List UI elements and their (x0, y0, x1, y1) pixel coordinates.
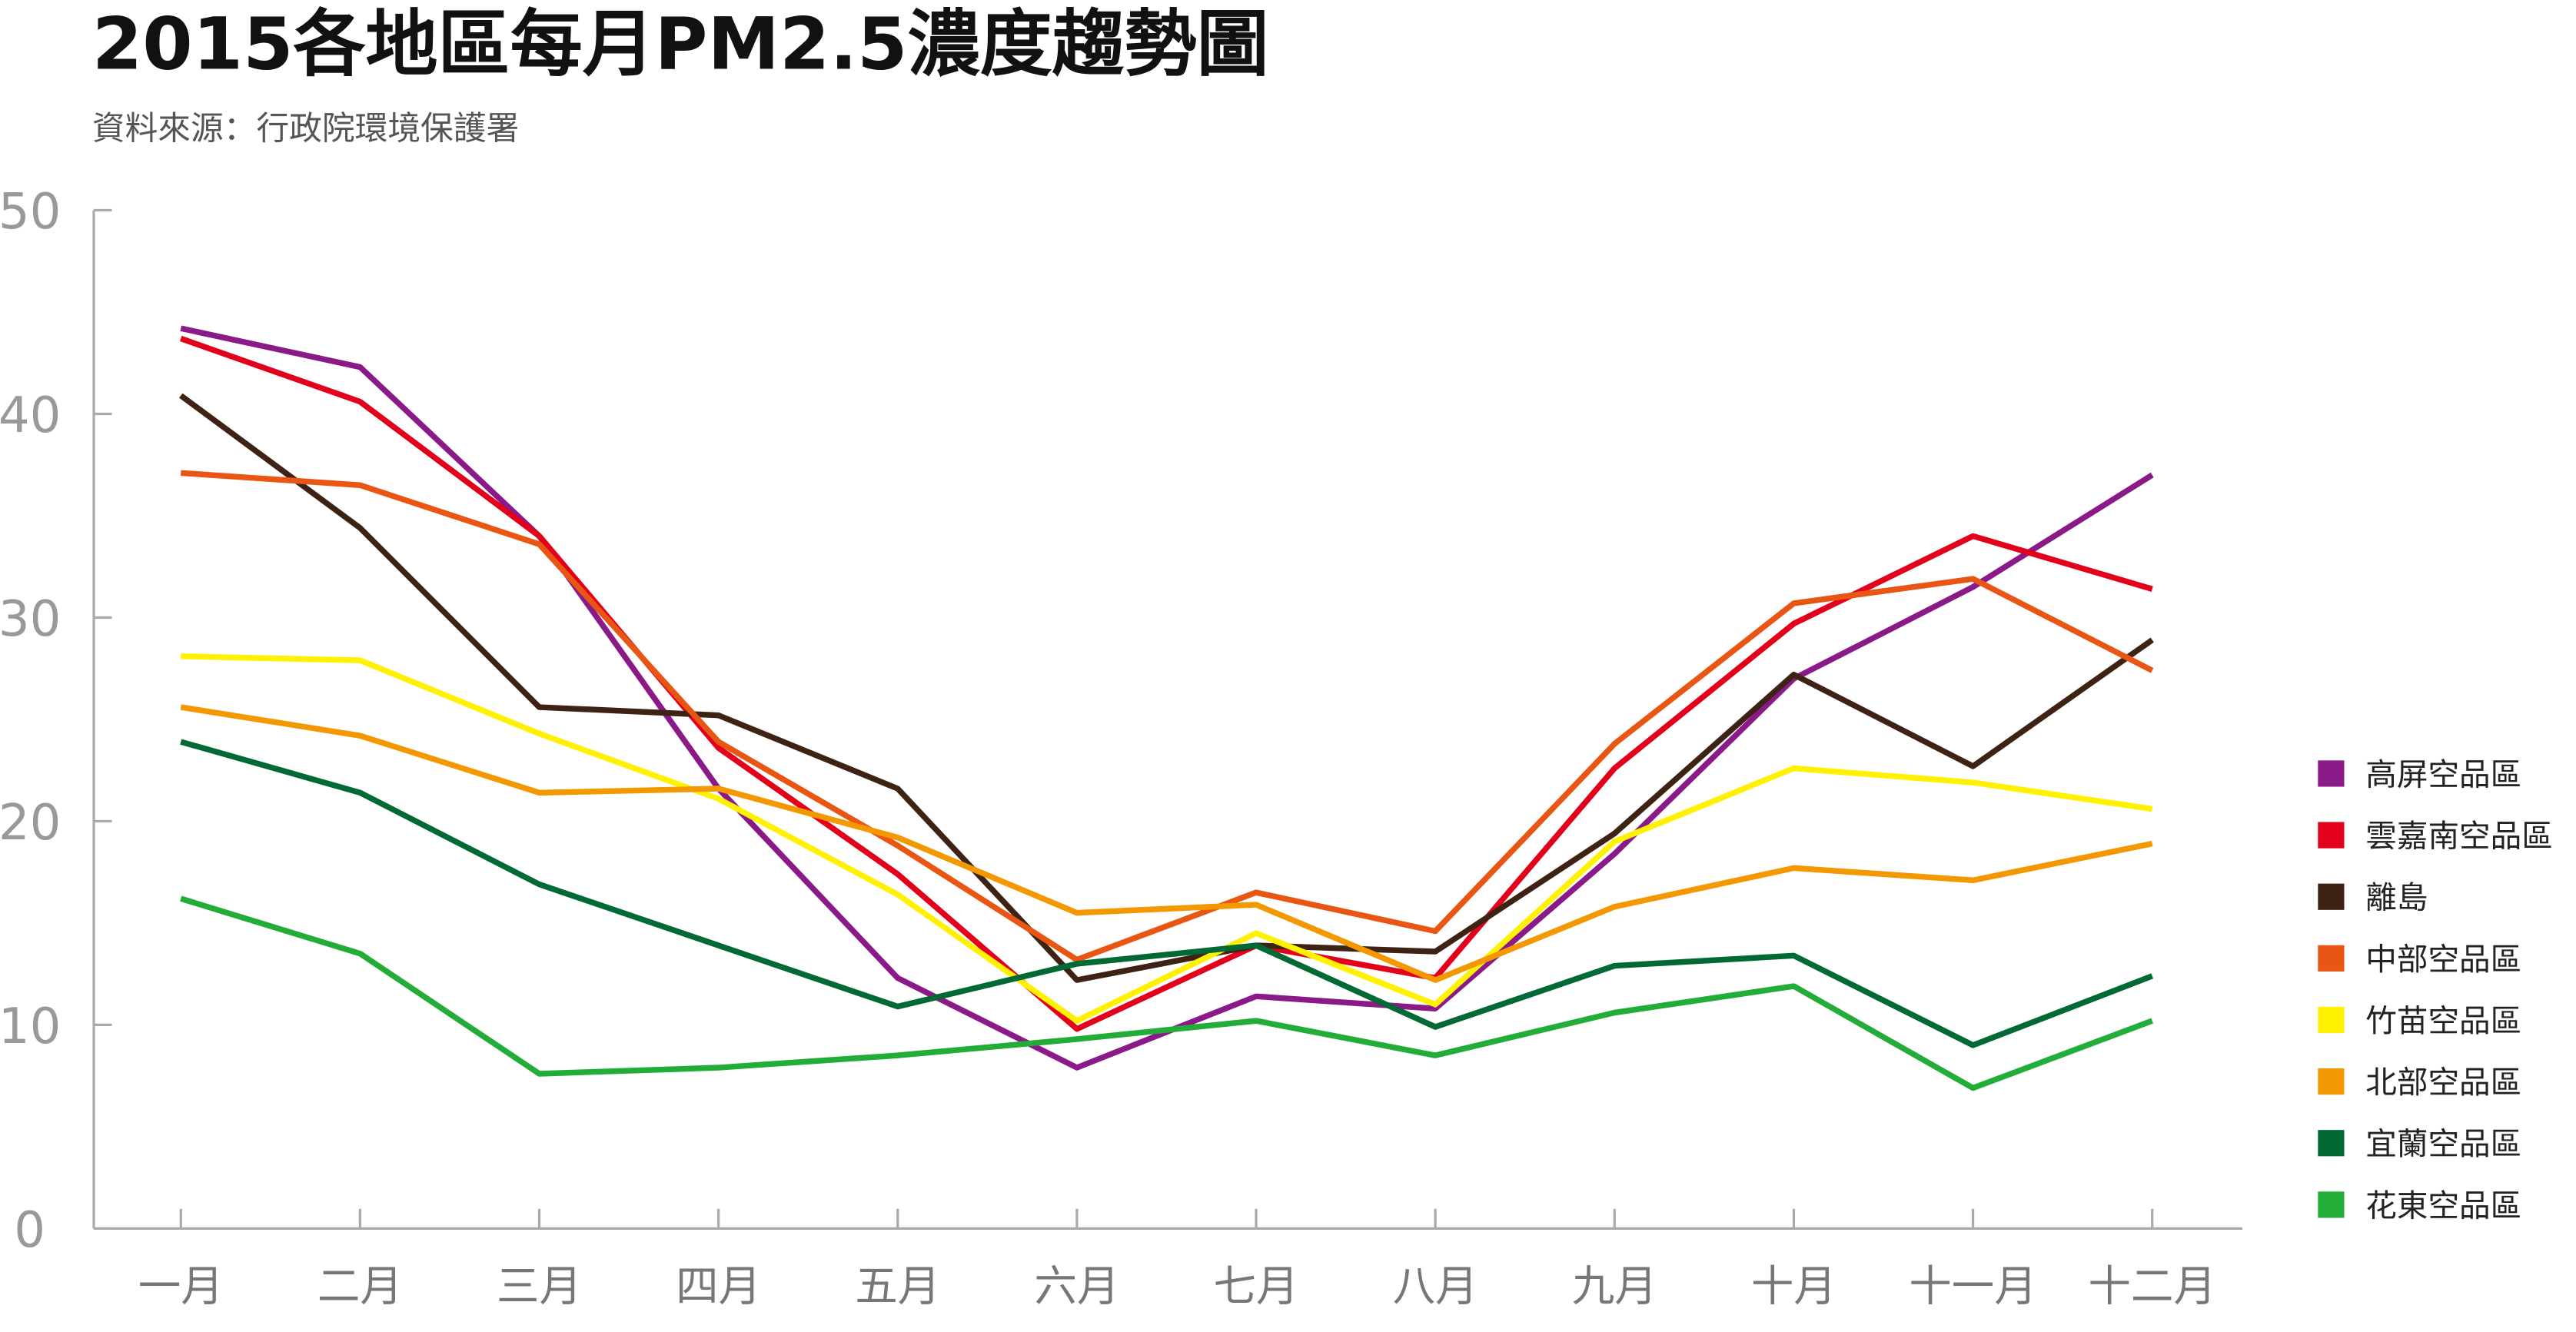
legend-label: 離島 (2365, 879, 2428, 916)
series-line (180, 739, 2154, 1048)
legend-swatch (2318, 1130, 2345, 1157)
x-tick-label: 八月 (1393, 1261, 1478, 1311)
legend-label: 雲嘉南空品區 (2365, 818, 2553, 855)
series-line (181, 653, 2153, 1024)
legend-swatch (2318, 1068, 2345, 1095)
legend-label: 北部空品區 (2365, 1064, 2521, 1101)
y-tick-label: 30 (0, 591, 61, 648)
y-tick-label: 10 (0, 998, 61, 1055)
x-tick-label: 十月 (1751, 1261, 1836, 1311)
legend-label: 中部空品區 (2365, 941, 2521, 978)
chart-subtitle: 資料來源：行政院環境保護署 (92, 110, 519, 148)
y-tick-label: 40 (0, 387, 61, 444)
x-tick-label: 十二月 (2088, 1261, 2216, 1311)
x-tick-label: 十一月 (1909, 1261, 2037, 1311)
x-tick-label: 六月 (1034, 1261, 1119, 1311)
series-line (179, 393, 2154, 983)
x-tick-label: 二月 (317, 1261, 403, 1311)
chart-title: 2015各地區每月PM2.5濃度趨勢圖 (92, 3, 1269, 87)
legend-label: 高屏空品區 (2365, 756, 2521, 792)
legend-label: 宜蘭空品區 (2365, 1125, 2521, 1162)
x-tick-label: 一月 (138, 1261, 224, 1311)
series-lines (179, 325, 2154, 1091)
legend-label: 竹苗空品區 (2365, 1002, 2521, 1039)
y-tick-label: 50 (0, 184, 61, 241)
legend-swatch (2318, 1191, 2345, 1218)
y-tick-label: 0 (14, 1202, 45, 1259)
x-tick-label: 九月 (1572, 1261, 1657, 1311)
x-tick-label: 三月 (497, 1261, 582, 1311)
legend-swatch (2318, 760, 2345, 787)
legend-swatch (2318, 883, 2345, 910)
legend-swatch (2318, 822, 2345, 849)
y-tick-label: 20 (0, 795, 61, 852)
series-line (180, 470, 2154, 963)
series-line (180, 895, 2154, 1091)
x-tick-label: 四月 (676, 1261, 761, 1311)
series-line (180, 335, 2153, 1032)
legend-swatch (2318, 1006, 2345, 1034)
x-tick-label: 五月 (855, 1261, 940, 1311)
axes: 0 10 20 30 40 50 一月 二月 三月 四月 五月 六月 七月 八月 九月 十月 十一月 十二月 (0, 184, 2243, 1311)
legend-swatch (2318, 945, 2345, 972)
legend-label: 花東空品區 (2365, 1187, 2521, 1224)
series-line (180, 704, 2153, 983)
x-tick-label: 七月 (1213, 1261, 1298, 1311)
